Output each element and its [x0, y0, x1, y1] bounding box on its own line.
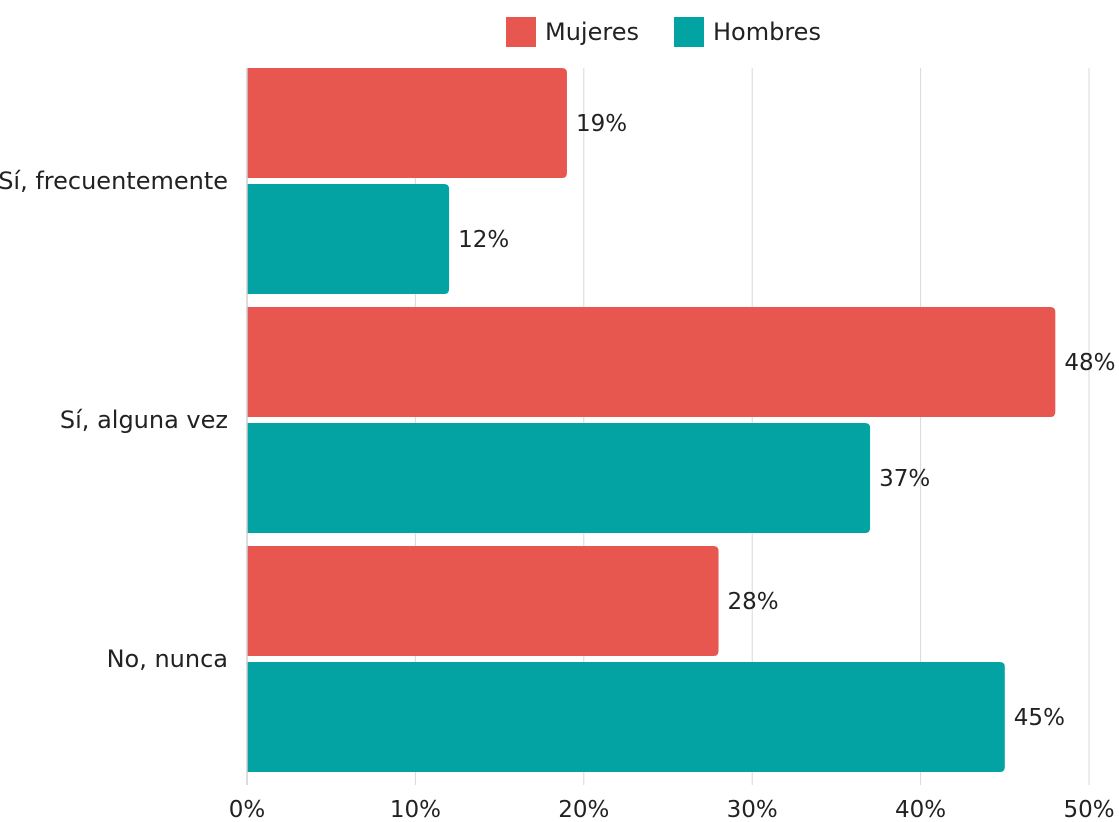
bar-hombres-0 — [247, 184, 450, 294]
bar-hombres-2 — [247, 662, 1005, 772]
bar-mujeres-2 — [247, 546, 719, 656]
x-tick-label: 10% — [390, 797, 441, 822]
bars-layer — [247, 68, 1056, 772]
data-label: 19% — [576, 111, 627, 137]
x-tick-label: 30% — [727, 797, 778, 822]
legend-label-mujeres: Mujeres — [545, 18, 639, 46]
legend: Mujeres Hombres — [506, 17, 821, 47]
data-label: 48% — [1064, 350, 1115, 376]
data-label: 45% — [1014, 705, 1065, 731]
x-tick-label: 40% — [895, 797, 946, 822]
category-label: Sí, frecuentemente — [0, 167, 228, 195]
bar-hombres-1 — [247, 423, 871, 533]
bar-mujeres-1 — [247, 307, 1056, 417]
category-label: Sí, alguna vez — [60, 406, 228, 434]
category-label: No, nunca — [107, 645, 228, 673]
data-label: 12% — [458, 227, 509, 253]
axis-layer: 0% 10% 20% 30% 40% 50% Sí, frecuentemente Sí, a… — [0, 68, 1115, 822]
legend-swatch-mujeres — [506, 17, 536, 47]
x-tick-label: 50% — [1063, 797, 1114, 822]
data-label: 28% — [728, 589, 779, 615]
data-label: 37% — [879, 466, 930, 492]
x-tick-label: 0% — [229, 797, 266, 822]
legend-swatch-hombres — [674, 17, 704, 47]
bar-mujeres-0 — [247, 68, 567, 178]
legend-label-hombres: Hombres — [713, 18, 821, 46]
labels-layer: 19% 12% 48% 37% 28% 45% — [458, 111, 1115, 731]
x-tick-label: 20% — [558, 797, 609, 822]
